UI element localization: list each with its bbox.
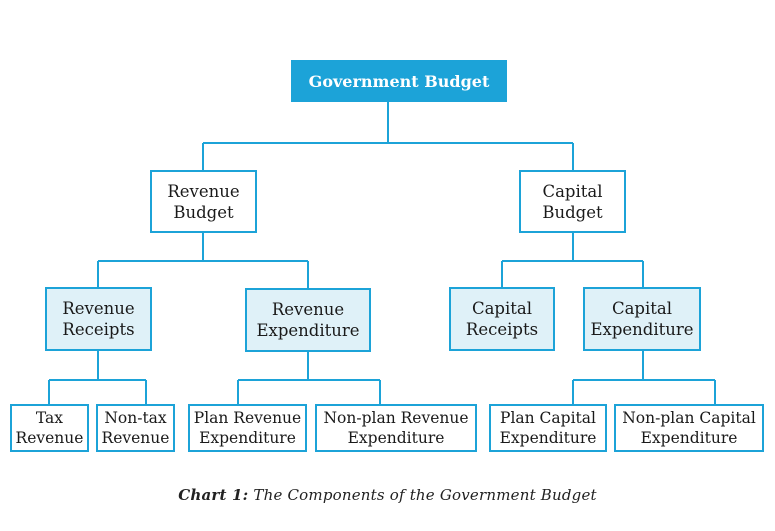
caption-text: The Components of the Government Budget	[253, 486, 597, 504]
node-label: Plan Capital Expenditure	[499, 409, 597, 447]
node-label: Plan Revenue Expenditure	[193, 409, 302, 447]
diagram-caption: Chart 1: The Components of the Governmen…	[0, 486, 775, 504]
node-revenue-receipts: Revenue Receipts	[45, 287, 152, 351]
node-label: Capital Budget	[542, 181, 603, 222]
node-capital-budget: Capital Budget	[519, 170, 626, 233]
node-label: Revenue Expenditure	[256, 300, 360, 340]
node-non-plan-capital-expenditure: Non-plan Capital Expenditure	[614, 404, 764, 452]
node-plan-capital-expenditure: Plan Capital Expenditure	[489, 404, 607, 452]
node-label: Tax Revenue	[15, 409, 84, 447]
node-label: Capital Receipts	[465, 299, 539, 339]
connector-revenue-budget	[97, 232, 309, 288]
node-plan-revenue-expenditure: Plan Revenue Expenditure	[188, 404, 307, 452]
node-revenue-budget: Revenue Budget	[150, 170, 257, 233]
node-label: Non-plan Revenue Expenditure	[323, 409, 469, 447]
connector-capital-budget	[501, 232, 644, 288]
node-government-budget: Government Budget	[291, 60, 507, 102]
node-non-plan-revenue-expenditure: Non-plan Revenue Expenditure	[315, 404, 477, 452]
connector-capital-expenditure	[572, 351, 716, 405]
node-revenue-expenditure: Revenue Expenditure	[245, 288, 371, 352]
node-label: Non-plan Capital Expenditure	[622, 409, 756, 447]
connector-revenue-expenditure	[237, 351, 381, 405]
connector-root	[202, 101, 574, 171]
node-label: Revenue Receipts	[62, 299, 135, 339]
node-capital-expenditure: Capital Expenditure	[583, 287, 701, 351]
node-capital-receipts: Capital Receipts	[449, 287, 555, 351]
node-tax-revenue: Tax Revenue	[10, 404, 89, 452]
node-non-tax-revenue: Non-tax Revenue	[96, 404, 175, 452]
node-label: Non-tax Revenue	[101, 409, 170, 447]
node-label: Capital Expenditure	[590, 299, 694, 339]
connector-revenue-receipts	[48, 350, 147, 405]
node-label: Revenue Budget	[167, 181, 240, 222]
caption-label: Chart 1:	[178, 486, 249, 504]
node-label: Government Budget	[308, 71, 490, 91]
